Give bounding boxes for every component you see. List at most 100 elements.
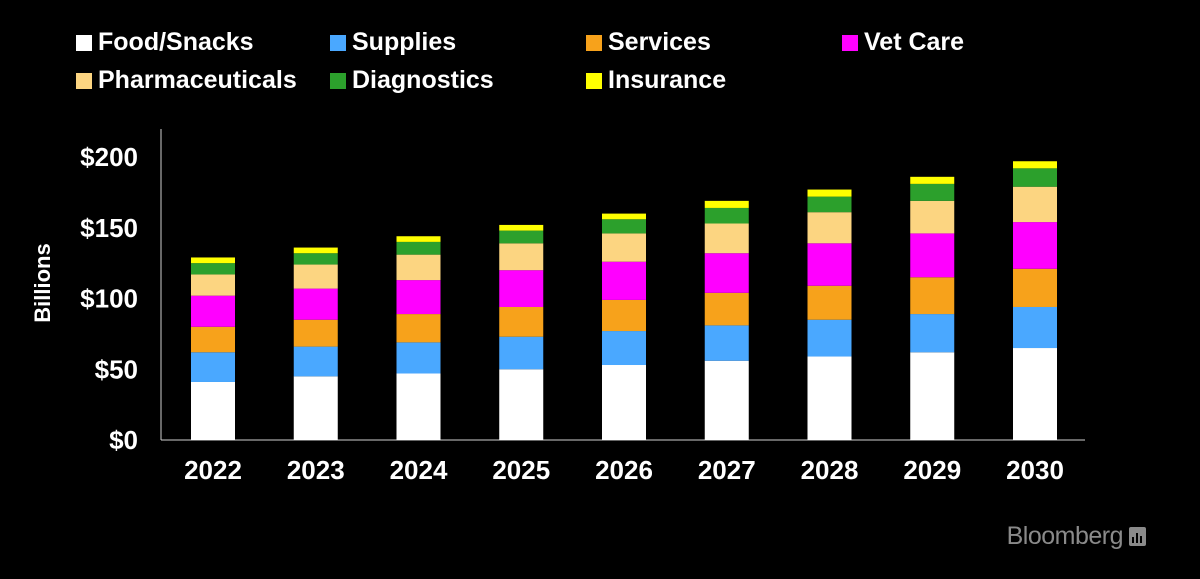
bar-segment-vet-care [910,233,955,278]
bar-segment-vet-care [807,243,852,286]
y-axis-title: Billions [30,243,55,322]
x-tick-label: 2024 [390,455,448,485]
legend-item: Insurance [586,66,726,95]
bar-segment-services [191,326,235,353]
legend-label: Insurance [608,66,727,94]
legend-item: Services [586,28,711,57]
bar-segment-pharmaceuticals [191,274,235,296]
legend-label: Food/Snacks [98,28,254,56]
bar-segment-supplies [1013,306,1057,349]
bar-segment-vet-care [704,253,749,293]
legend-swatch [586,72,602,89]
bar-segment-diagnostics [499,230,544,244]
bar-segment-pharmaceuticals [602,233,646,262]
legend-item: Supplies [330,28,456,57]
x-tick-label: 2030 [1006,455,1064,485]
y-tick-label: $50 [95,354,138,384]
legend-swatch [586,34,602,51]
bar-segment-services [293,319,338,347]
bar-segment-vet-care [602,261,646,300]
legend: Food/Snacks Supplies Services Vet Care Pharm… [76,28,1076,108]
x-tick-label: 2029 [903,455,961,485]
bar-segment-services [704,292,749,326]
bar-segment-supplies [396,342,441,374]
bar-segment-supplies [807,319,852,357]
legend-swatch [330,72,346,89]
x-tick-label: 2027 [698,455,756,485]
bar-segment-services [807,285,852,320]
legend-label: Supplies [352,28,457,56]
bar-segment-food-snacks [396,373,441,440]
x-tick-label: 2028 [801,455,859,485]
y-tick-label: $150 [80,213,138,243]
bar-segment-insurance [910,176,955,184]
bar-segment-diagnostics [396,241,441,255]
legend-item: Pharmaceuticals [76,66,297,95]
bar-segment-diagnostics [1013,168,1057,187]
bar-segment-insurance [293,247,338,254]
bar-segment-pharmaceuticals [807,212,852,244]
bar-segment-pharmaceuticals [704,223,749,254]
bar-segment-insurance [396,236,441,242]
bar-segment-diagnostics [293,253,338,265]
bar-segment-insurance [499,224,544,231]
bar-segment-vet-care [191,295,235,327]
bar-segment-food-snacks [191,381,235,440]
bar-segment-supplies [910,314,955,353]
bar-segment-supplies [602,331,646,366]
bar-segment-diagnostics [191,263,235,275]
bar-segment-vet-care [396,280,441,315]
bar-segment-services [499,306,544,337]
bar-segment-food-snacks [499,369,544,440]
bar-segment-diagnostics [910,183,955,201]
bar-segment-insurance [602,213,646,220]
bar-segment-diagnostics [807,196,852,213]
bar-segment-food-snacks [602,365,646,440]
bar-segment-insurance [191,257,235,264]
bar-segment-supplies [704,325,749,361]
brand-text: Bloomberg [1006,522,1124,550]
legend-label: Vet Care [864,28,965,56]
y-tick-label: $200 [80,142,138,172]
terminal-icon [1129,527,1146,546]
bar-segment-pharmaceuticals [910,200,955,234]
bar-segment-insurance [807,189,852,197]
legend-swatch [76,72,92,89]
legend-swatch [842,34,858,51]
legend-swatch [330,34,346,51]
bar-segment-pharmaceuticals [293,264,338,289]
bar-segment-services [1013,268,1057,307]
legend-swatch [76,34,92,51]
legend-label: Diagnostics [352,66,494,94]
bar-segment-insurance [704,200,749,208]
bar-segment-supplies [499,336,544,370]
legend-label: Services [608,28,711,56]
bar-segment-services [602,299,646,332]
bar-segment-pharmaceuticals [499,243,544,271]
bar-segment-supplies [191,352,235,382]
legend-item: Food/Snacks [76,28,254,57]
bar-segment-services [396,314,441,343]
bar-segment-vet-care [499,270,544,307]
bar-segment-pharmaceuticals [396,254,441,281]
bar-segment-services [910,277,955,315]
bar-segment-diagnostics [704,207,749,224]
legend-label: Pharmaceuticals [98,66,297,94]
bar-segment-food-snacks [704,360,749,440]
bar-segment-food-snacks [910,352,955,440]
x-tick-label: 2022 [184,455,242,485]
bar-segment-supplies [293,346,338,377]
x-tick-label: 2025 [492,455,550,485]
bar-segment-diagnostics [602,219,646,234]
legend-item: Vet Care [842,28,964,57]
x-tick-label: 2023 [287,455,345,485]
y-tick-label: $100 [80,284,138,314]
bar-segment-vet-care [293,288,338,320]
legend-item: Diagnostics [330,66,494,95]
bar-segment-pharmaceuticals [1013,186,1057,223]
bar-segment-food-snacks [807,356,852,440]
bar-segment-insurance [1013,161,1057,169]
bar-segment-food-snacks [1013,348,1057,440]
